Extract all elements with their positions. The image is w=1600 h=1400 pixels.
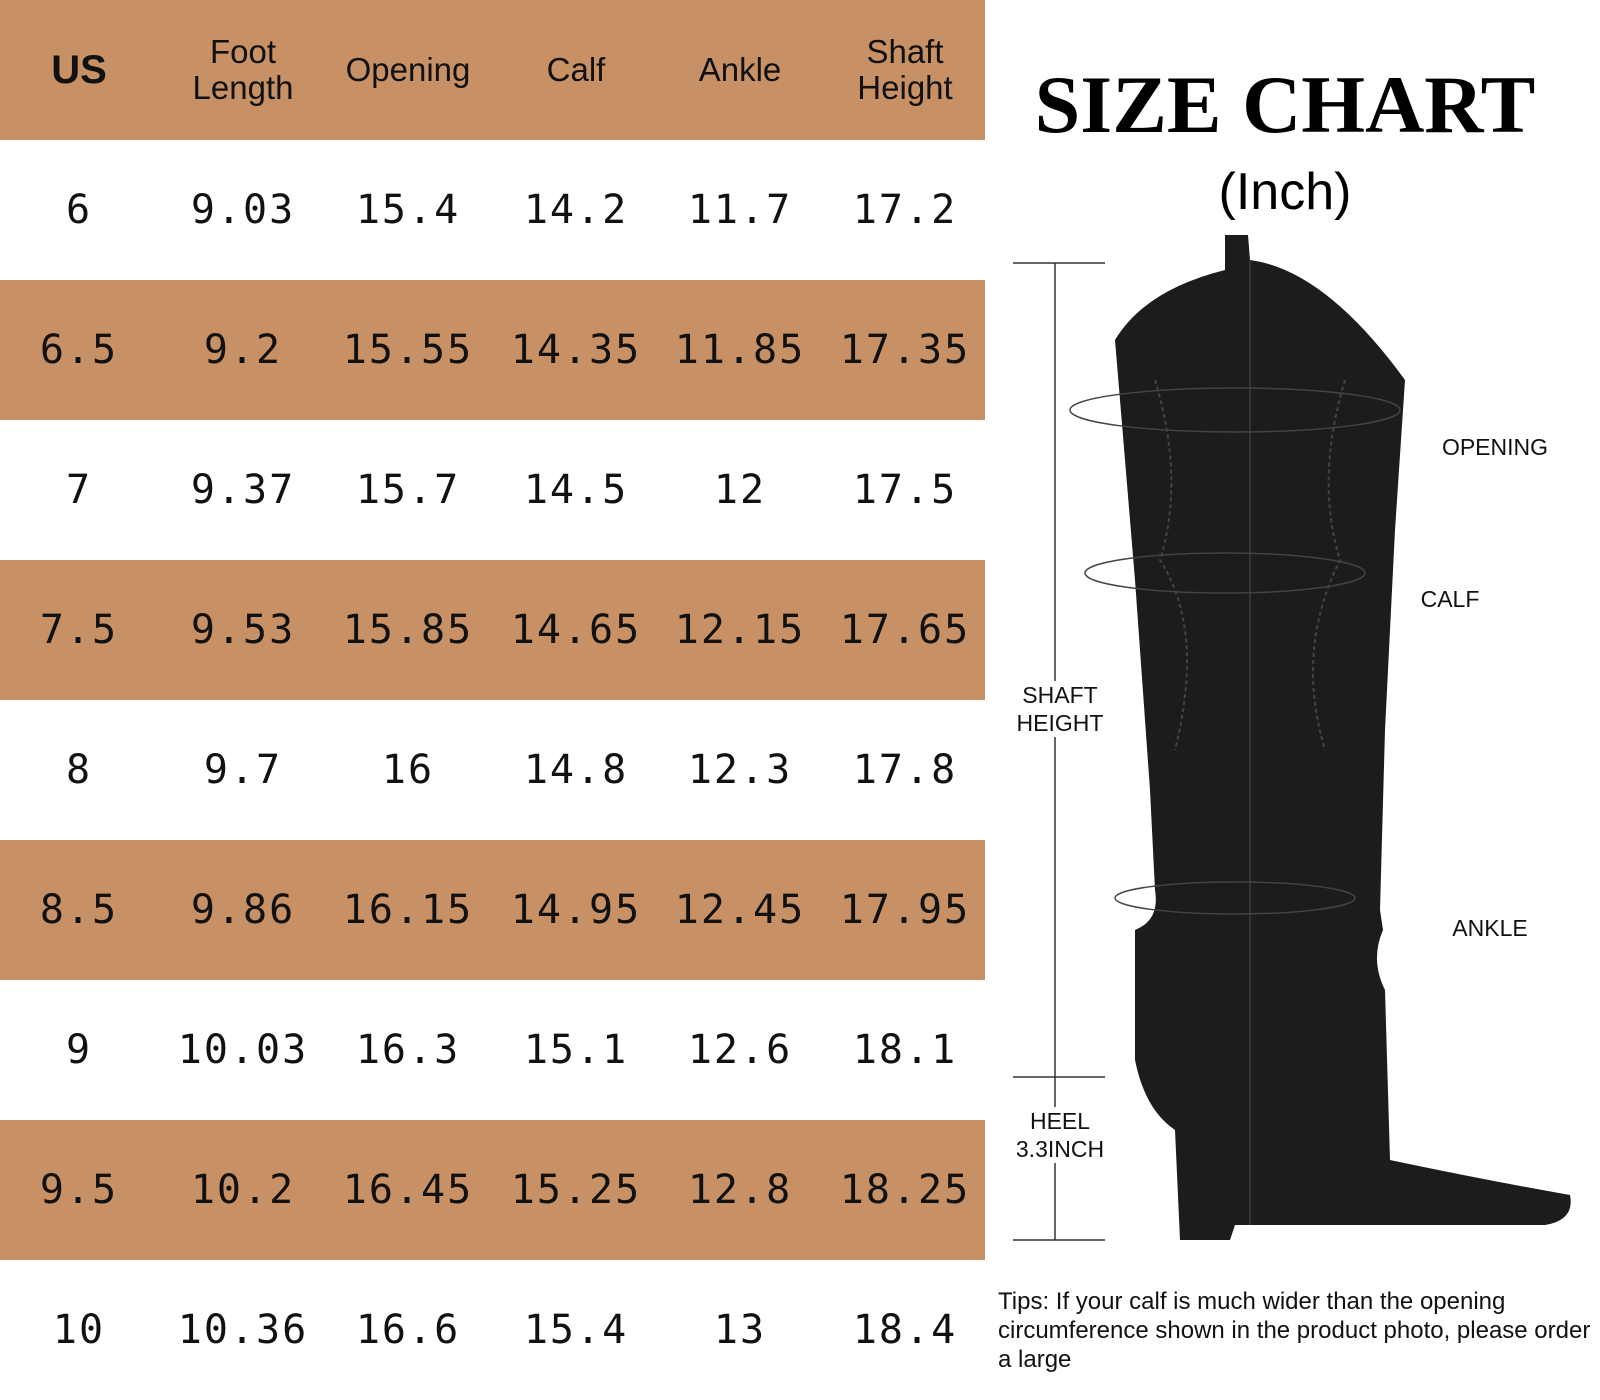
table-cell: 18.1 [852, 1027, 958, 1073]
table-row: 8.5 9.86 16.15 14.95 12.45 17.95 [0, 840, 985, 980]
table-row: 8 9.7 16 14.8 12.3 17.8 [0, 700, 985, 840]
table-cell: 12 [713, 467, 767, 513]
table-cell: 7.5 [39, 607, 119, 653]
table-cell: 12.8 [687, 1167, 793, 1213]
table-cell: Foot Length [192, 33, 294, 106]
table-cell: 17.8 [852, 747, 958, 793]
table-cell: 10.03 [177, 1027, 309, 1073]
header-row: US Foot Length Opening Calf Ankle Shaft Heigh… [0, 0, 985, 140]
table-cell: 14.2 [523, 187, 629, 233]
table-cell: 14.65 [510, 607, 642, 653]
table-cell: 12.45 [674, 887, 806, 933]
ankle-label: ANKLE [1452, 915, 1528, 941]
table-cell: 14.35 [510, 327, 642, 373]
table-cell: Calf [546, 51, 606, 88]
table-cell: 9.86 [190, 887, 296, 933]
table-cell: 9.53 [190, 607, 296, 653]
calf-label: CALF [1420, 586, 1480, 612]
table-cell: 16.6 [355, 1307, 461, 1353]
size-table: US Foot Length Opening Calf Ankle Shaft Heigh… [0, 0, 985, 1400]
table-cell: 12.3 [687, 747, 793, 793]
table-cell: 9.7 [203, 747, 283, 793]
table-cell: Ankle [698, 51, 782, 88]
table-cell: 15.1 [523, 1027, 629, 1073]
table-row: 7.5 9.53 15.85 14.65 12.15 17.65 [0, 560, 985, 700]
table-cell: 15.7 [355, 467, 461, 513]
table-cell: 9.2 [203, 327, 283, 373]
table-cell: 17.95 [839, 887, 971, 933]
table-cell: 6.5 [39, 327, 119, 373]
table-cell: 14.5 [523, 467, 629, 513]
opening-label: OPENING [1441, 434, 1549, 460]
table-row: 9 10.03 16.3 15.1 12.6 18.1 [0, 980, 985, 1120]
table-cell: 15.85 [342, 607, 474, 653]
shaft-height-label: SHAFT HEIGHT [1005, 681, 1115, 737]
table-row: 10 10.36 16.6 15.4 13 18.4 [0, 1260, 985, 1400]
table-cell: 11.85 [674, 327, 806, 373]
table-cell: 17.2 [852, 187, 958, 233]
table-cell: 18.4 [852, 1307, 958, 1353]
heel-label: HEEL 3.3INCH [1005, 1107, 1115, 1163]
table-cell: 15.4 [523, 1307, 629, 1353]
table-cell: US [51, 48, 107, 92]
table-cell: 14.8 [523, 747, 629, 793]
table-cell: 10 [52, 1307, 106, 1353]
table-cell: 9.5 [39, 1167, 119, 1213]
table-cell: 15.55 [342, 327, 474, 373]
table-row: 7 9.37 15.7 14.5 12 17.5 [0, 420, 985, 560]
table-cell: 16.45 [342, 1167, 474, 1213]
title: SIZE CHART [1034, 59, 1536, 150]
table-cell: 10.36 [177, 1307, 309, 1353]
table-cell: 11.7 [687, 187, 793, 233]
table-cell: 18.25 [839, 1167, 971, 1213]
table-cell: 15.25 [510, 1167, 642, 1213]
table-cell: 9.03 [190, 187, 296, 233]
table-cell: 14.95 [510, 887, 642, 933]
table-cell: 10.2 [190, 1167, 296, 1213]
table-cell: 17.65 [839, 607, 971, 653]
table-cell: 17.35 [839, 327, 971, 373]
table-cell: 16.15 [342, 887, 474, 933]
table-row: 9.5 10.2 16.45 15.25 12.8 18.25 [0, 1120, 985, 1260]
table-cell: 9.37 [190, 467, 296, 513]
table-cell: 7 [65, 467, 93, 513]
table-cell: 17.5 [852, 467, 958, 513]
table-cell: 12.15 [674, 607, 806, 653]
table-cell: 16 [381, 747, 435, 793]
table-cell: 8 [65, 747, 93, 793]
table-cell: 12.6 [687, 1027, 793, 1073]
table-cell: 8.5 [39, 887, 119, 933]
table-cell: 6 [65, 187, 93, 233]
table-row: 6.5 9.2 15.55 14.35 11.85 17.35 [0, 280, 985, 420]
table-cell: 9 [65, 1027, 93, 1073]
table-cell: 15.4 [355, 187, 461, 233]
boot-diagram [1013, 235, 1571, 1241]
tips: Tips: If your calf is much wider than th… [998, 1288, 1591, 1373]
table-cell: Opening [345, 51, 471, 88]
table-row: 6 9.03 15.4 14.2 11.7 17.2 [0, 140, 985, 280]
table-cell: 13 [713, 1307, 767, 1353]
table-cell: Shaft Height [857, 33, 953, 106]
table-cell: 16.3 [355, 1027, 461, 1073]
unit: (Inch) [1218, 163, 1352, 221]
